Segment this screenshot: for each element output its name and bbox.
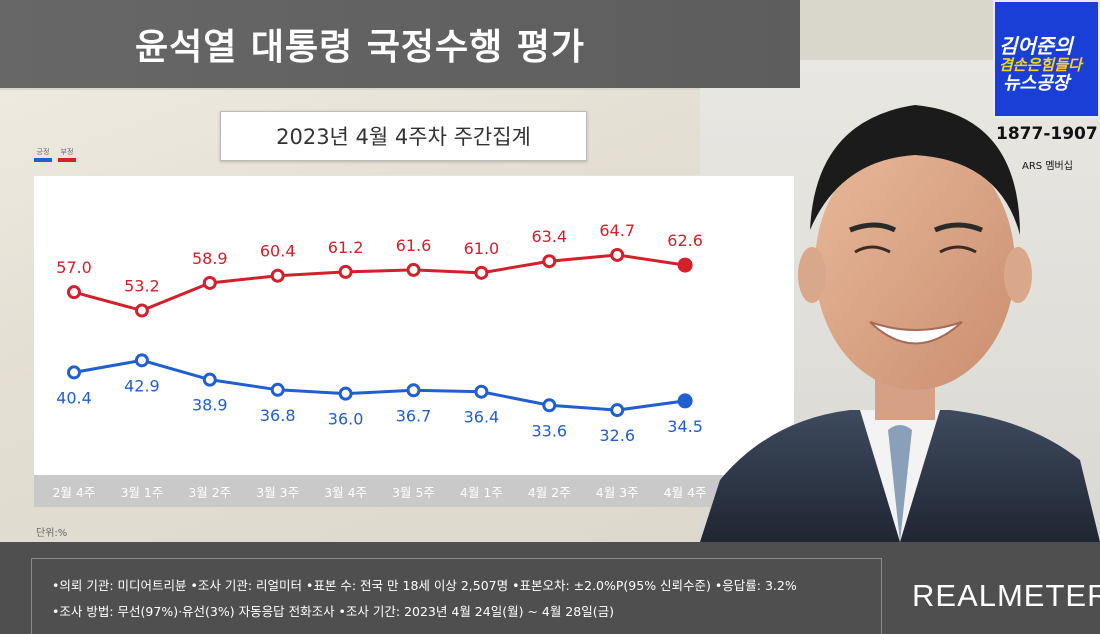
data-label-negative: 60.4	[260, 242, 296, 261]
data-point-negative	[610, 247, 625, 262]
ars-membership-label: ARS 멤버십	[1022, 161, 1073, 172]
data-point-positive	[610, 403, 625, 418]
data-label-negative: 64.7	[599, 221, 635, 240]
data-point-positive	[338, 386, 353, 401]
channel-logo-line1: 김어준의	[999, 34, 1073, 58]
x-tick-label: 4월 3주	[596, 485, 639, 500]
subtitle-box: 2023년 4월 4주차 주간집계	[220, 111, 587, 161]
data-label-positive: 40.4	[56, 388, 92, 407]
data-label-positive: 33.6	[531, 421, 567, 440]
footer-line-1: •의뢰 기관: 미디어트리뷴 •조사 기관: 리얼미터 •표본 수: 전국 만 …	[52, 578, 797, 593]
x-tick-label: 4월 4주	[664, 485, 707, 500]
data-point-negative	[270, 268, 285, 283]
series-line-negative	[73, 253, 686, 313]
data-point-negative	[474, 265, 489, 280]
legend: 긍정 부정	[34, 147, 76, 162]
data-point-negative	[542, 254, 557, 269]
legend-label-positive: 긍정	[36, 148, 50, 156]
phone-number: 1877-1907	[996, 124, 1098, 144]
data-label-negative: 63.4	[531, 227, 567, 246]
legend-item-negative: 부정	[58, 147, 76, 162]
x-tick-label: 4월 2주	[528, 485, 571, 500]
data-label-positive: 36.0	[328, 410, 364, 429]
footer	[0, 542, 1100, 634]
channel-logo-line3: 뉴스공장	[1003, 73, 1070, 94]
page-title: 윤석열 대통령 국정수행 평가	[135, 27, 586, 68]
data-label-negative: 61.2	[328, 238, 364, 257]
data-point-positive	[67, 365, 81, 380]
subtitle: 2023년 4월 4주차 주간집계	[276, 125, 531, 149]
legend-label-negative: 부정	[60, 148, 74, 156]
x-tick-label: 3월 5주	[392, 485, 435, 500]
data-point-positive	[406, 383, 421, 398]
x-tick-label: 3월 2주	[188, 485, 231, 500]
data-label-positive: 36.7	[396, 406, 432, 425]
data-point-positive	[474, 384, 489, 399]
data-label-positive: 42.9	[124, 376, 160, 395]
legend-swatch-positive	[34, 158, 52, 162]
data-point-positive	[677, 393, 693, 409]
x-tick-label: 3월 1주	[120, 485, 163, 500]
x-tick-label: 3월 4주	[324, 485, 367, 500]
data-label-negative: 61.0	[464, 239, 500, 258]
series-line-positive	[73, 358, 686, 412]
legend-swatch-negative	[58, 158, 76, 162]
data-label-positive: 32.6	[599, 426, 635, 445]
data-label-negative: 58.9	[192, 249, 228, 268]
data-point-negative	[202, 275, 217, 290]
data-label-positive: 38.9	[192, 396, 228, 415]
president-photo	[700, 105, 1100, 542]
data-label-negative: 53.2	[124, 277, 160, 296]
data-point-negative	[134, 303, 149, 318]
x-tick-label: 2월 4주	[53, 485, 96, 500]
x-tick-label: 4월 1주	[460, 485, 503, 500]
data-point-negative	[677, 257, 693, 273]
data-label-negative: 57.0	[56, 258, 92, 277]
unit-label: 단위:%	[36, 528, 68, 539]
channel-logo: 김어준의 겸손은힘들다 뉴스공장	[993, 0, 1100, 118]
title-band	[0, 0, 800, 88]
channel-logo-line2: 겸손은힘들다	[999, 56, 1082, 74]
data-point-positive	[542, 398, 557, 413]
data-label-negative: 62.6	[667, 231, 703, 250]
data-point-negative	[338, 264, 353, 279]
data-point-negative	[67, 285, 81, 300]
footer-info-box	[31, 558, 882, 634]
data-label-positive: 34.5	[667, 417, 703, 436]
legend-item-positive: 긍정	[34, 147, 52, 162]
x-tick-label: 3월 3주	[256, 485, 299, 500]
data-point-positive	[202, 372, 217, 387]
footer-line-2: •조사 방법: 무선(97%)·유선(3%) 자동응답 전화조사 •조사 기간:…	[52, 604, 614, 619]
x-axis-band	[34, 475, 764, 507]
realmeter-brand: REALMETER	[912, 578, 1100, 613]
data-label-positive: 36.4	[464, 408, 500, 427]
data-point-positive	[134, 353, 149, 368]
data-label-positive: 36.8	[260, 406, 296, 425]
data-label-negative: 61.6	[396, 236, 432, 255]
data-point-positive	[270, 382, 285, 397]
chart-panel	[34, 175, 794, 475]
data-point-negative	[406, 262, 421, 277]
